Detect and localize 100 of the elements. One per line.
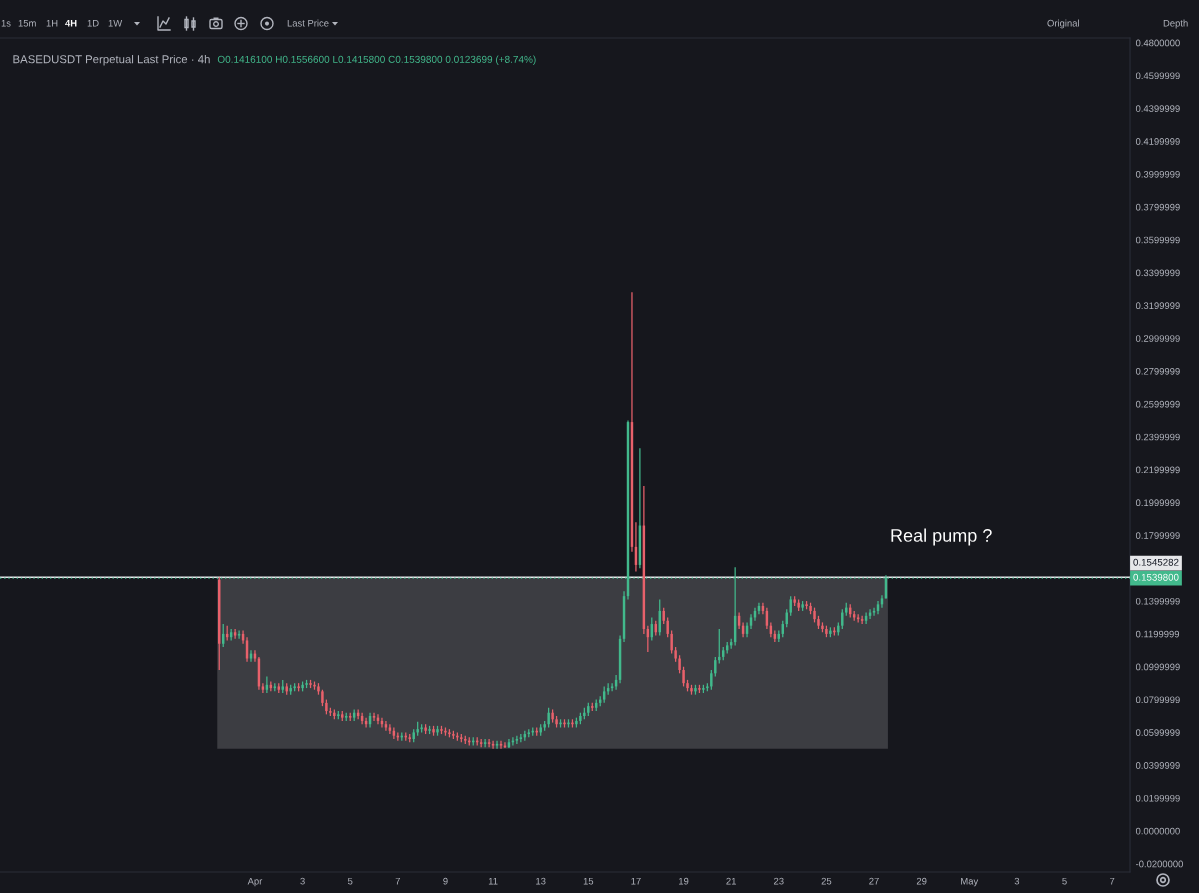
candlestick — [825, 625, 828, 638]
candlestick — [301, 680, 304, 692]
candlestick — [555, 715, 558, 729]
candlestick — [698, 684, 701, 694]
text: Last Price — [287, 19, 329, 27]
candlestick — [491, 740, 495, 750]
candlestick — [372, 712, 376, 722]
x-tick-label: 25 — [821, 877, 832, 885]
candlestick — [805, 600, 808, 610]
candlestick — [483, 738, 487, 748]
candlestick — [813, 607, 816, 624]
text: BASEDUSDT Perpetual Last Price · 4h — [13, 54, 210, 66]
x-tick-label: 5 — [347, 877, 353, 885]
candlestick — [317, 682, 320, 696]
candlestick — [610, 682, 614, 692]
candlestick — [499, 740, 503, 750]
y-tick-label: 0.3799999 — [1135, 203, 1180, 211]
y-tick-label: 0.2399999 — [1135, 433, 1180, 441]
candlestick — [702, 684, 705, 694]
y-tick-label: 0.4399999 — [1135, 105, 1180, 112]
ref-line-label: 0.1545282 — [1133, 558, 1179, 566]
y-tick-label: 0.4800000 — [1135, 39, 1180, 47]
text: 4H — [65, 19, 77, 27]
x-tick-label: 11 — [488, 877, 498, 885]
candlestick — [432, 725, 435, 737]
y-tick-label: -0.0200000 — [1135, 860, 1183, 868]
x-tick-label: 23 — [774, 877, 784, 885]
y-tick-label: 0.1999999 — [1135, 499, 1180, 507]
candlestick — [710, 669, 713, 691]
text: 1H — [46, 19, 58, 27]
candlestick — [547, 707, 550, 729]
x-tick-label: 3 — [300, 877, 305, 885]
candlestick — [515, 735, 519, 745]
x-tick-label: Apr — [247, 877, 263, 887]
candlestick — [694, 684, 697, 696]
x-tick-label: 15 — [583, 877, 594, 885]
candlestick — [428, 725, 431, 735]
candlestick — [436, 725, 439, 737]
y-tick-label: 0.1399999 — [1135, 597, 1180, 605]
y-tick-label: 0.1199999 — [1135, 630, 1180, 638]
text: 1s — [1, 19, 11, 27]
candlestick — [233, 628, 237, 640]
candlestick — [448, 728, 451, 738]
text: Original — [1047, 19, 1079, 29]
candlestick — [809, 602, 812, 615]
y-tick-label: 0.0399999 — [1135, 762, 1180, 769]
candlestick — [575, 717, 578, 729]
x-tick-label: 19 — [679, 877, 689, 885]
y-tick-label: 0.2999999 — [1135, 335, 1180, 342]
candlestick — [670, 629, 673, 655]
candlestick — [841, 608, 844, 630]
x-tick-label: 17 — [631, 877, 641, 885]
candlestick — [495, 740, 499, 750]
x-tick-label: 13 — [536, 877, 546, 885]
x-tick-label: 3 — [1014, 877, 1020, 885]
x-tick-label: 27 — [869, 877, 879, 885]
x-tick-label: 5 — [1062, 877, 1067, 885]
candlestick — [789, 595, 792, 617]
candlestick — [678, 654, 681, 674]
x-tick-label: 7 — [1110, 877, 1115, 885]
x-tick-label: May — [961, 877, 979, 887]
candlestick — [237, 629, 241, 640]
candlestick — [682, 666, 685, 688]
y-tick-label: 0.3199999 — [1135, 302, 1180, 310]
y-tick-label: 0.4199999 — [1135, 138, 1180, 145]
y-tick-label: 0.0199999 — [1135, 794, 1180, 802]
candlestick — [872, 607, 876, 617]
y-tick-label: 0.3599999 — [1135, 236, 1180, 244]
text: 1D — [87, 19, 99, 27]
ref-line-label: 0.1539800 — [1133, 573, 1179, 581]
text: O0.1416100 H0.1556600 L0.1415800 C0.1539800 0.0123699 (+8.74%) — [217, 55, 536, 65]
candlestick — [714, 656, 717, 678]
y-tick-label: 0.0599999 — [1135, 729, 1180, 736]
candlestick — [821, 621, 824, 633]
x-tick-label: 21 — [726, 877, 736, 885]
candlestick — [666, 616, 669, 638]
x-tick-label: 9 — [443, 877, 448, 885]
y-tick-label: 0.2599999 — [1135, 400, 1180, 408]
candlestick — [686, 679, 689, 692]
y-tick-label: 0.2199999 — [1135, 466, 1180, 474]
y-tick-label: 0.0799999 — [1135, 696, 1180, 704]
x-tick-label: 29 — [916, 877, 927, 885]
y-tick-label: 0.0999999 — [1135, 663, 1180, 671]
candlestick — [325, 698, 328, 715]
candlestick — [440, 725, 443, 735]
candlestick — [487, 738, 491, 748]
candlestick — [551, 708, 554, 724]
y-tick-label: 0.0000000 — [1135, 827, 1180, 835]
candlestick — [718, 628, 721, 665]
y-tick-label: 0.3399999 — [1135, 269, 1180, 277]
y-tick-label: 0.4599999 — [1135, 72, 1180, 80]
candlestick — [305, 679, 308, 689]
y-tick-label: 0.3999999 — [1135, 170, 1180, 178]
candlestick — [309, 679, 312, 689]
text: Depth — [1163, 19, 1188, 29]
y-tick-label: 0.2799999 — [1135, 368, 1180, 375]
candlestick — [860, 615, 864, 625]
candlestick — [519, 733, 523, 743]
annotation: Real pump ? — [891, 528, 992, 546]
candlestick — [817, 615, 820, 630]
